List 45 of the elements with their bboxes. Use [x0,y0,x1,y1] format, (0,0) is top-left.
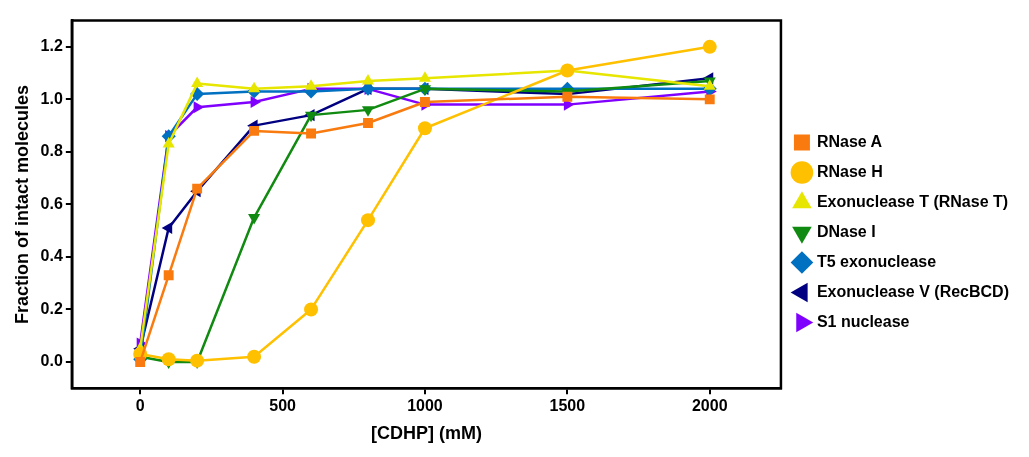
point [162,137,175,148]
point [361,106,375,117]
legend-label: Exonuclease V (RecBCD) [816,282,1009,300]
x-tick-label: 1500 [549,397,586,415]
point [304,302,319,317]
point [193,101,205,114]
point [306,128,317,139]
point [363,118,373,128]
legend-label: DNase I [816,222,876,240]
point [250,95,262,109]
point [192,183,203,194]
point [190,353,205,368]
point [247,349,262,364]
y-tick-label: 1.2 [40,37,63,55]
legend-label: RNase H [816,162,883,180]
y-tick-label: 0.8 [40,142,63,160]
x-tick-label: 500 [269,397,297,415]
point [560,63,575,78]
y-tick-label: 0.0 [40,352,63,370]
point [704,94,715,105]
y-axis-title: Fraction of intact molecules [11,84,32,324]
x-tick-label: 0 [135,397,145,415]
point [702,39,717,54]
legend-label: RNase A [816,132,883,150]
point [417,121,432,136]
y-tick-label: 0.6 [40,194,63,212]
point [248,81,261,93]
legend-label: T5 exonuclease [816,252,937,270]
x-axis-title: [CDHP] (mM) [370,423,482,444]
legend-label: S1 nuclease [816,312,910,330]
point [191,76,204,88]
x-tick-label: 2000 [691,397,728,415]
point [304,79,318,90]
point [163,270,174,281]
point [420,97,430,107]
point [161,221,173,235]
point [249,125,260,136]
point [418,71,432,82]
x-tick-label: 1000 [407,397,443,415]
legend-label: Exonuclease T (RNase T) [816,192,1009,210]
point [161,352,176,367]
point [361,213,376,228]
y-tick-label: 0.2 [40,299,63,317]
y-tick-label: 0.4 [40,247,63,265]
y-tick-label: 1.0 [40,89,63,107]
